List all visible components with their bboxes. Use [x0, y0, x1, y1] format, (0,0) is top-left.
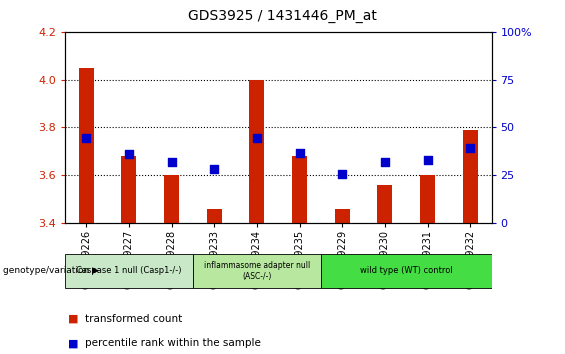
Point: [338, 171, 347, 177]
FancyBboxPatch shape: [321, 254, 492, 288]
Bar: [250, 80, 264, 223]
Bar: [164, 175, 179, 223]
Text: transformed count: transformed count: [85, 314, 182, 324]
Bar: [207, 209, 221, 223]
Text: inflammasome adapter null
(ASC-/-): inflammasome adapter null (ASC-/-): [204, 261, 310, 280]
Bar: [79, 68, 94, 223]
Text: GDS3925 / 1431446_PM_at: GDS3925 / 1431446_PM_at: [188, 9, 377, 23]
Point: [124, 151, 133, 156]
FancyBboxPatch shape: [193, 254, 321, 288]
Point: [253, 135, 262, 141]
Point: [380, 159, 389, 165]
Point: [210, 166, 219, 172]
Point: [423, 157, 432, 162]
Bar: [292, 156, 307, 223]
Text: percentile rank within the sample: percentile rank within the sample: [85, 338, 260, 348]
Bar: [335, 209, 350, 223]
Bar: [420, 175, 435, 223]
Bar: [463, 130, 477, 223]
Point: [466, 145, 475, 150]
Point: [167, 159, 176, 165]
Text: ■: ■: [68, 314, 79, 324]
Point: [82, 135, 91, 141]
Text: wild type (WT) control: wild type (WT) control: [360, 266, 453, 275]
FancyBboxPatch shape: [65, 254, 193, 288]
Text: Caspase 1 null (Casp1-/-): Caspase 1 null (Casp1-/-): [76, 266, 182, 275]
Bar: [121, 156, 136, 223]
Point: [295, 150, 304, 155]
Text: genotype/variation ▶: genotype/variation ▶: [3, 266, 99, 275]
Bar: [377, 185, 392, 223]
Text: ■: ■: [68, 338, 79, 348]
